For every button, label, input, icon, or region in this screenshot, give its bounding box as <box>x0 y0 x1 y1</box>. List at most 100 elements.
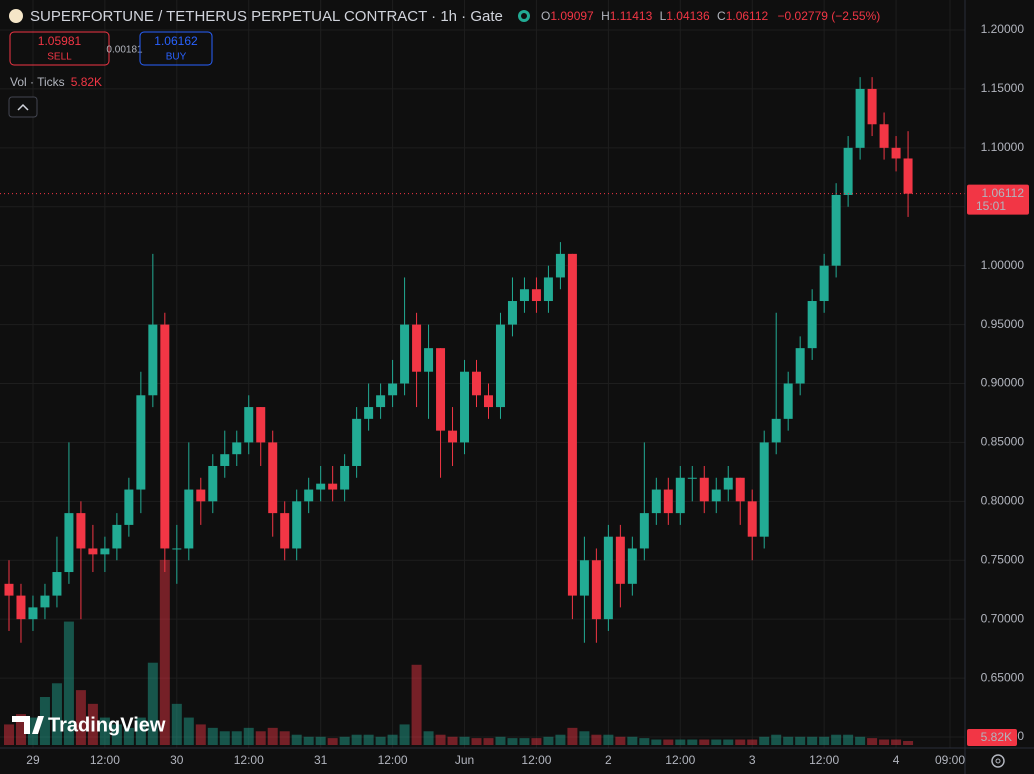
candle-body <box>519 289 529 302</box>
volume-last: 5.82K <box>71 75 102 89</box>
y-tick-label: 1.20000 <box>981 22 1025 36</box>
y-tick-label: 0.70000 <box>981 611 1025 625</box>
last-price-box <box>967 184 1029 215</box>
candle-body <box>112 524 122 549</box>
volume-bar <box>819 736 830 745</box>
ohlc-label: L <box>660 9 667 23</box>
candle-layer <box>0 77 965 643</box>
candle-body <box>16 595 26 620</box>
volume-bar <box>123 727 134 745</box>
candle-body <box>855 88 865 148</box>
ohlc-value: 1.04136 <box>666 9 710 23</box>
volume-legend: Vol · Ticks 5.82K <box>10 75 102 89</box>
candle-body <box>555 253 565 278</box>
volume-bar <box>579 731 590 745</box>
volume-bar <box>315 736 326 745</box>
candle-body <box>795 348 805 384</box>
ohlc-value: 1.09097 <box>550 9 594 23</box>
volume-bar <box>471 738 482 745</box>
volume-bar <box>51 683 62 745</box>
y-tick-label: 1.15000 <box>981 81 1025 95</box>
chart-title: SUPERFORTUNE / TETHERUS PERPETUAL CONTRA… <box>30 8 503 25</box>
candle-body <box>460 371 470 443</box>
candle-body <box>747 501 757 537</box>
settings-icon[interactable] <box>991 754 1005 768</box>
x-tick-label: Jun <box>455 753 474 767</box>
volume-bar <box>351 734 362 745</box>
candle-body <box>867 88 877 125</box>
volume-bar <box>207 727 218 745</box>
sell-button[interactable] <box>9 31 110 66</box>
x-tick-label: 12:00 <box>234 753 264 767</box>
volume-bar <box>711 739 722 745</box>
candle-body <box>843 147 853 195</box>
x-tick-label: 12:00 <box>809 753 839 767</box>
volume-bar <box>375 736 386 745</box>
volume-bar <box>387 734 398 745</box>
y-tick-label: 1.00000 <box>981 258 1025 272</box>
candle-body <box>148 324 158 396</box>
candle-body <box>603 536 613 620</box>
candle-body <box>376 395 386 408</box>
candle-body <box>52 572 62 596</box>
volume-bar <box>483 738 494 745</box>
volume-bar <box>555 734 566 745</box>
ohlc-value: 1.06112 <box>726 9 769 23</box>
volume-bar <box>255 731 266 745</box>
volume-bar <box>843 734 854 745</box>
volume-bar <box>459 736 470 745</box>
volume-bar <box>279 731 290 745</box>
volume-bar <box>639 738 650 745</box>
volume-bar <box>87 703 98 745</box>
candle-body <box>256 407 266 443</box>
x-tick-label: 4 <box>893 753 900 767</box>
candle-body <box>615 536 625 584</box>
candle-body <box>328 483 338 490</box>
volume-bar <box>507 738 518 745</box>
candle-body <box>424 348 434 372</box>
buy-price: 1.06162 <box>154 34 198 48</box>
candle-body <box>903 158 913 194</box>
volume-bar <box>363 734 374 745</box>
candle-body <box>340 465 350 490</box>
volume-bar <box>171 703 182 745</box>
settings-icon-center <box>995 758 1001 764</box>
candle-body <box>100 548 110 555</box>
volume-bar <box>519 738 530 745</box>
volume-bar <box>15 714 26 745</box>
ohlc-label: H <box>601 9 610 23</box>
candle-body <box>879 124 889 148</box>
ohlc: O1.09097 H1.11413 L1.04136 C1.06112 −0.0… <box>541 9 880 23</box>
candle-body <box>436 348 446 431</box>
volume-bar <box>783 736 794 745</box>
candle-body <box>364 407 374 419</box>
volume-bar <box>447 736 458 745</box>
y-tick-label: 0.65000 <box>981 670 1025 684</box>
volume-bar <box>795 736 806 745</box>
x-tick-label: 12:00 <box>665 753 695 767</box>
candle-body <box>196 489 206 502</box>
watermark-logo <box>12 716 44 734</box>
candle-body <box>579 560 589 596</box>
volume-bar <box>339 736 350 745</box>
collapse-button[interactable] <box>8 96 38 118</box>
candle-body <box>711 489 721 502</box>
candle-body <box>28 607 38 620</box>
buy-button[interactable] <box>139 31 213 66</box>
y-tick-label: 0.85000 <box>981 435 1025 449</box>
volume-bar <box>243 727 254 745</box>
volume-bar <box>219 731 230 745</box>
volume-bar <box>663 739 674 745</box>
volume-name: Vol · Ticks <box>10 75 65 89</box>
grid <box>0 0 965 748</box>
candle-body <box>735 477 745 502</box>
volume-bar <box>411 664 422 745</box>
candle-body <box>388 383 398 396</box>
candle-body <box>675 477 685 514</box>
volume-bar <box>75 690 86 745</box>
volume-last-box <box>967 729 1017 746</box>
candle-body <box>232 442 242 455</box>
candle-body <box>699 477 709 502</box>
countdown: 15:01 <box>976 199 1006 213</box>
